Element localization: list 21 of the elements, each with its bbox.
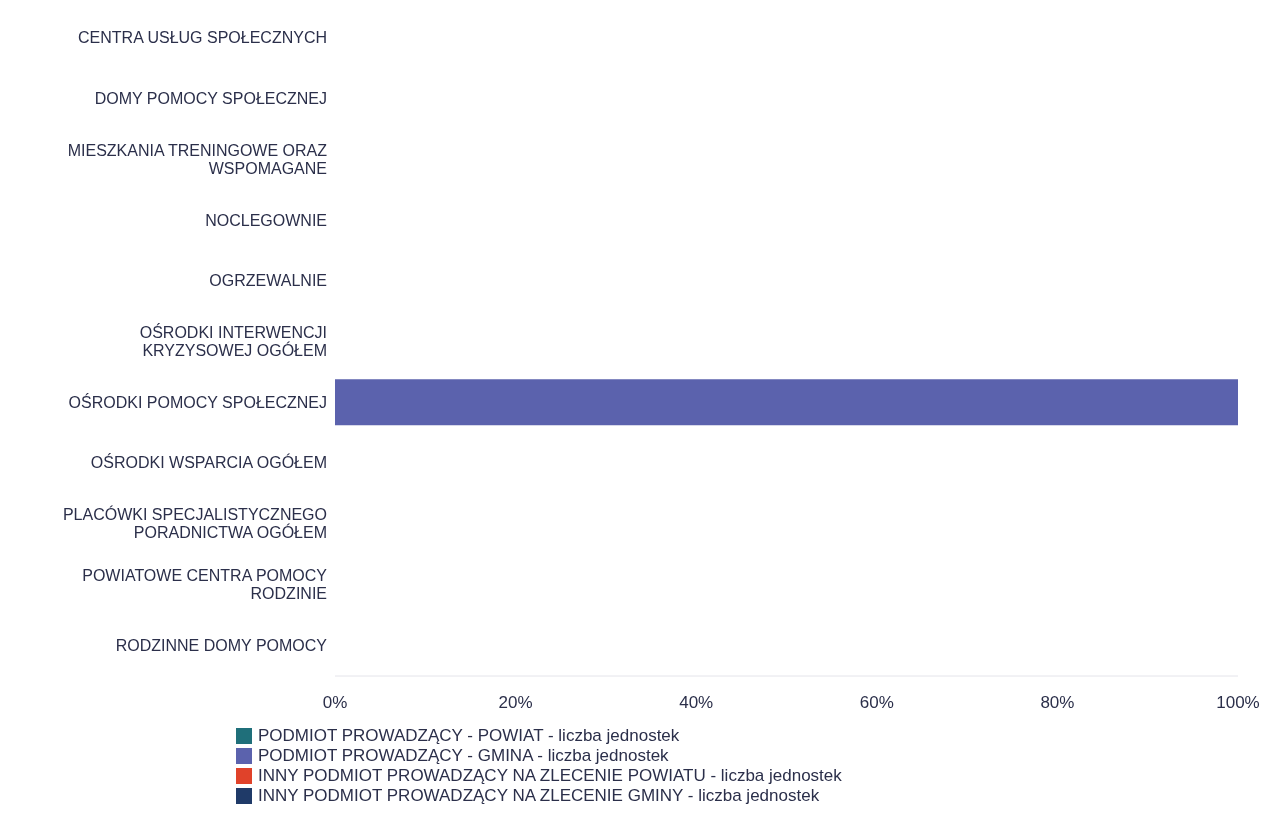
y-tick-label: CENTRA USŁUG SPOŁECZNYCH — [78, 29, 327, 47]
y-tick-label: OŚRODKI WSPARCIA OGÓŁEM — [90, 453, 327, 472]
y-tick-label: RODZINNE DOMY POMOCY — [115, 636, 328, 654]
y-tick-label: OŚRODKI INTERWENCJI KRYZYSOWEJ OGÓŁEM — [139, 323, 327, 359]
y-tick-label: OŚRODKI POMOCY SPOŁECZNEJ — [68, 392, 327, 411]
x-tick-label: 20% — [498, 693, 533, 713]
x-tick-label: 0% — [322, 693, 348, 713]
x-tick-label: 40% — [679, 693, 714, 713]
legend-label: INNY PODMIOT PROWADZĄCY NA ZLECENIE GMINY - liczba jednostek — [258, 786, 820, 806]
y-tick-label: OGRZEWALNIE — [209, 272, 327, 290]
x-tick-label: 100% — [1216, 693, 1260, 713]
y-tick-label: POWIATOWE CENTRA POMOCY RODZINIE — [82, 566, 328, 602]
x-tick-label: 60% — [859, 693, 894, 713]
y-tick-label: MIESZKANIA TRENINGOWE ORAZ WSPOMAGANE — [67, 141, 328, 177]
legend-label: INNY PODMIOT PROWADZĄCY NA ZLECENIE POWIATU - liczba jednostek — [258, 766, 842, 786]
legend-label: PODMIOT PROWADZĄCY - GMINA - liczba jednostek — [258, 746, 669, 766]
x-tick-label: 80% — [1040, 693, 1075, 713]
y-tick-label: NOCLEGOWNIE — [205, 211, 327, 229]
y-tick-label: PLACÓWKI SPECJALISTYCZNEGO PORADNICTWA OGÓŁEM — [62, 505, 327, 542]
y-tick-label: DOMY POMOCY SPOŁECZNEJ — [94, 90, 327, 108]
legend-label: PODMIOT PROWADZĄCY - POWIAT - liczba jednostek — [258, 726, 680, 746]
